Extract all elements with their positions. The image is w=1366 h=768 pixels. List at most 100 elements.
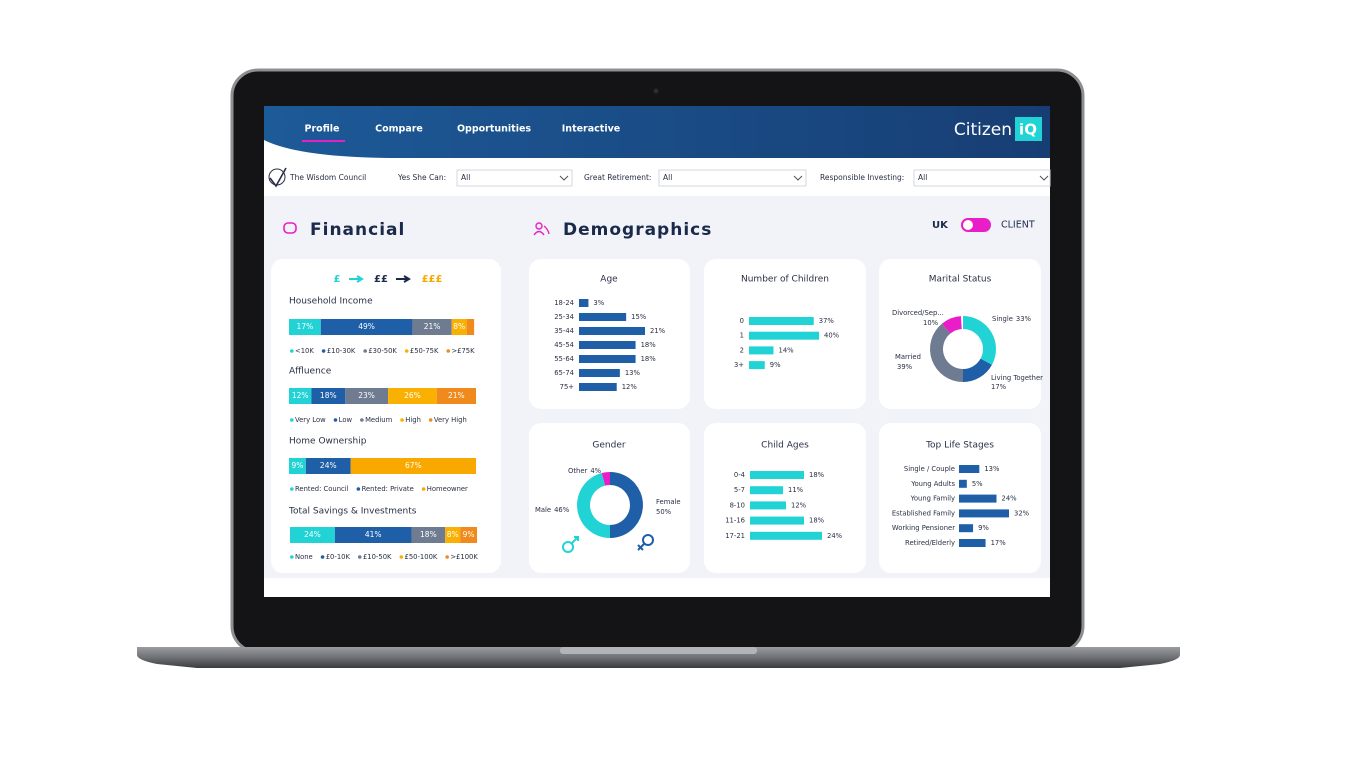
male-icon [562, 541, 574, 553]
legend-label: £50-75K [410, 347, 439, 355]
donut-value: 39% [897, 363, 913, 371]
bar [579, 369, 620, 377]
segment-label: 8% [453, 322, 465, 331]
active-tab-underline [302, 140, 345, 142]
bar [959, 494, 997, 503]
legend-dot [290, 349, 294, 353]
donut-label: Other [568, 467, 588, 475]
donut-value: 17% [991, 383, 1007, 391]
value-label: 18% [641, 341, 657, 349]
category-label: Young Adults [910, 480, 955, 488]
donut-segment [577, 473, 610, 538]
legend-dot [357, 555, 362, 559]
chart-title: Top Life Stages [925, 441, 994, 451]
value-label: 12% [622, 383, 638, 391]
legend-dot [446, 349, 451, 353]
toggle-right: CLIENT [1001, 220, 1035, 231]
legend-label: £0-10K [326, 553, 351, 561]
bar [959, 509, 1009, 518]
arrow [349, 275, 364, 283]
category-label: 18-24 [554, 299, 574, 307]
bar [750, 486, 783, 495]
value-label: 3% [593, 299, 604, 307]
people-icon [533, 225, 550, 236]
bar [579, 355, 636, 363]
legend-label: Rented: Council [295, 485, 349, 493]
legend-label: >£75K [451, 347, 475, 355]
value-label: 15% [631, 313, 647, 321]
section-title: Financial [310, 220, 405, 240]
bar-segment [345, 388, 389, 404]
category-label: 2 [740, 346, 744, 354]
bar-segment [289, 388, 312, 404]
filter-label: Responsible Investing: [820, 173, 904, 182]
bar [579, 313, 627, 321]
category-label: Single / Couple [904, 465, 955, 473]
value-label: 12% [791, 501, 807, 509]
nav-tab[interactable]: Interactive [562, 124, 620, 135]
filter-label: Yes She Can: [397, 173, 446, 182]
donut-label: Male [535, 506, 551, 514]
legend-dot [363, 349, 367, 353]
value-label: 14% [779, 346, 795, 354]
bar [749, 331, 819, 340]
chart-title: Gender [592, 441, 625, 451]
legend-dot [428, 418, 433, 422]
legend-dot [290, 487, 294, 491]
chart-title: Age [600, 275, 618, 285]
segment-label: 9% [291, 461, 303, 470]
female-icon [637, 543, 645, 551]
nav-tab[interactable]: Compare [375, 124, 423, 135]
chevron [793, 175, 803, 181]
filter-dropdown[interactable] [456, 169, 573, 187]
female-icon [642, 534, 654, 546]
brand-badge: iQ [1019, 121, 1037, 139]
segment-label: 23% [358, 391, 375, 400]
bar [959, 539, 986, 547]
bar-title: Affluence [289, 367, 332, 377]
bar-segment [289, 319, 321, 335]
legend-dot [360, 418, 364, 422]
legend-label: Medium [365, 416, 393, 424]
people-icon [535, 222, 543, 230]
legend-dot [356, 487, 361, 491]
bar-segment [451, 319, 467, 335]
segment-label: 24% [320, 461, 337, 470]
category-label: 65-74 [554, 369, 574, 377]
category-label: Retired/Elderly [905, 539, 955, 547]
value-label: 18% [809, 517, 825, 525]
value-label: 17% [991, 539, 1007, 547]
bar-segment [388, 388, 437, 404]
bar [749, 361, 765, 370]
category-label: 3+ [734, 361, 744, 369]
donut-value: 4% [590, 467, 601, 475]
legend-label: £10-30K [327, 347, 356, 355]
category-label: Working Pensioner [892, 524, 955, 532]
value-label: 37% [819, 317, 835, 325]
chart-title: Child Ages [761, 441, 809, 451]
value-label: 13% [984, 465, 1000, 473]
segment-label: 12% [292, 391, 309, 400]
brand-name: Citizen [954, 120, 1012, 140]
bar [749, 317, 814, 325]
nav-tab[interactable]: Opportunities [457, 124, 531, 135]
segment-label: 8% [447, 530, 459, 539]
chevron [559, 175, 569, 181]
legend-dot [320, 555, 325, 559]
bar-segment [289, 458, 306, 474]
segment-label: 41% [365, 530, 382, 539]
value-label: 40% [824, 332, 840, 340]
value-label: 32% [1014, 509, 1030, 517]
segment-label: 18% [320, 391, 337, 400]
legend-label: Homeowner [427, 485, 468, 493]
bar [959, 465, 980, 473]
bar-segment [460, 527, 477, 543]
filter-dropdown[interactable] [658, 169, 807, 187]
filter-dropdown[interactable] [913, 169, 1051, 187]
value-label: 9% [978, 524, 989, 532]
legend-label: Low [339, 416, 353, 424]
bar-segment [445, 527, 461, 543]
nav-tab[interactable]: Profile [305, 124, 340, 135]
donut-value: 46% [554, 506, 570, 514]
